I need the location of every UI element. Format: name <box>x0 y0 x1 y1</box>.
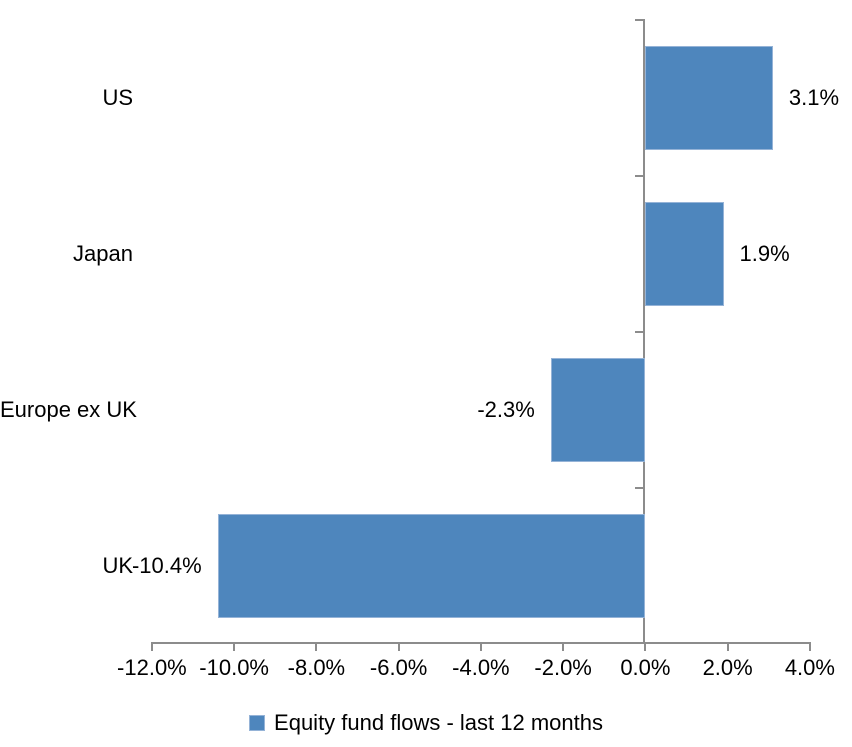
x-tick-mark <box>479 644 482 651</box>
bar-uk <box>217 514 646 618</box>
x-tick-mark <box>315 644 318 651</box>
category-label-uk: UK <box>102 553 133 578</box>
x-tick-label: 0.0% <box>620 655 671 680</box>
x-axis-line <box>151 642 811 644</box>
x-tick-label: -8.0% <box>287 655 346 680</box>
y-axis-tick-mark <box>635 331 646 333</box>
x-tick-label: 4.0% <box>784 655 835 680</box>
data-label-japan: 1.9% <box>739 241 790 266</box>
category-label-japan: Japan <box>73 241 133 266</box>
x-tick-mark <box>150 644 153 651</box>
x-tick-label: -12.0% <box>117 655 187 680</box>
legend-label: Equity fund flows - last 12 months <box>274 710 603 735</box>
y-axis-tick-mark <box>635 175 646 177</box>
x-tick-mark <box>233 644 236 651</box>
x-tick-label: -2.0% <box>534 655 592 680</box>
bar-us <box>645 46 773 150</box>
legend: Equity fund flows - last 12 months <box>0 708 852 738</box>
y-axis-tick-mark <box>635 19 646 21</box>
x-tick-label: -6.0% <box>369 655 428 680</box>
x-tick-mark <box>808 644 811 651</box>
category-label-europe-ex-uk: Europe ex UK <box>0 397 137 422</box>
bar-europe-ex-uk <box>550 358 646 462</box>
x-tick-mark <box>397 644 400 651</box>
x-tick-mark <box>726 644 729 651</box>
x-tick-label: 2.0% <box>702 655 753 680</box>
x-tick-label: -4.0% <box>452 655 510 680</box>
data-label-europe-ex-uk: -2.3% <box>477 397 535 422</box>
legend-marker-icon <box>249 715 266 731</box>
x-tick-label: -10.0% <box>199 655 269 680</box>
data-label-uk: -10.4% <box>131 553 202 578</box>
y-axis-tick-mark <box>635 487 646 489</box>
data-label-us: 3.1% <box>788 85 840 110</box>
bar-japan <box>645 202 724 306</box>
x-tick-mark <box>562 644 565 651</box>
category-label-us: US <box>102 85 133 110</box>
x-tick-mark <box>644 644 647 651</box>
